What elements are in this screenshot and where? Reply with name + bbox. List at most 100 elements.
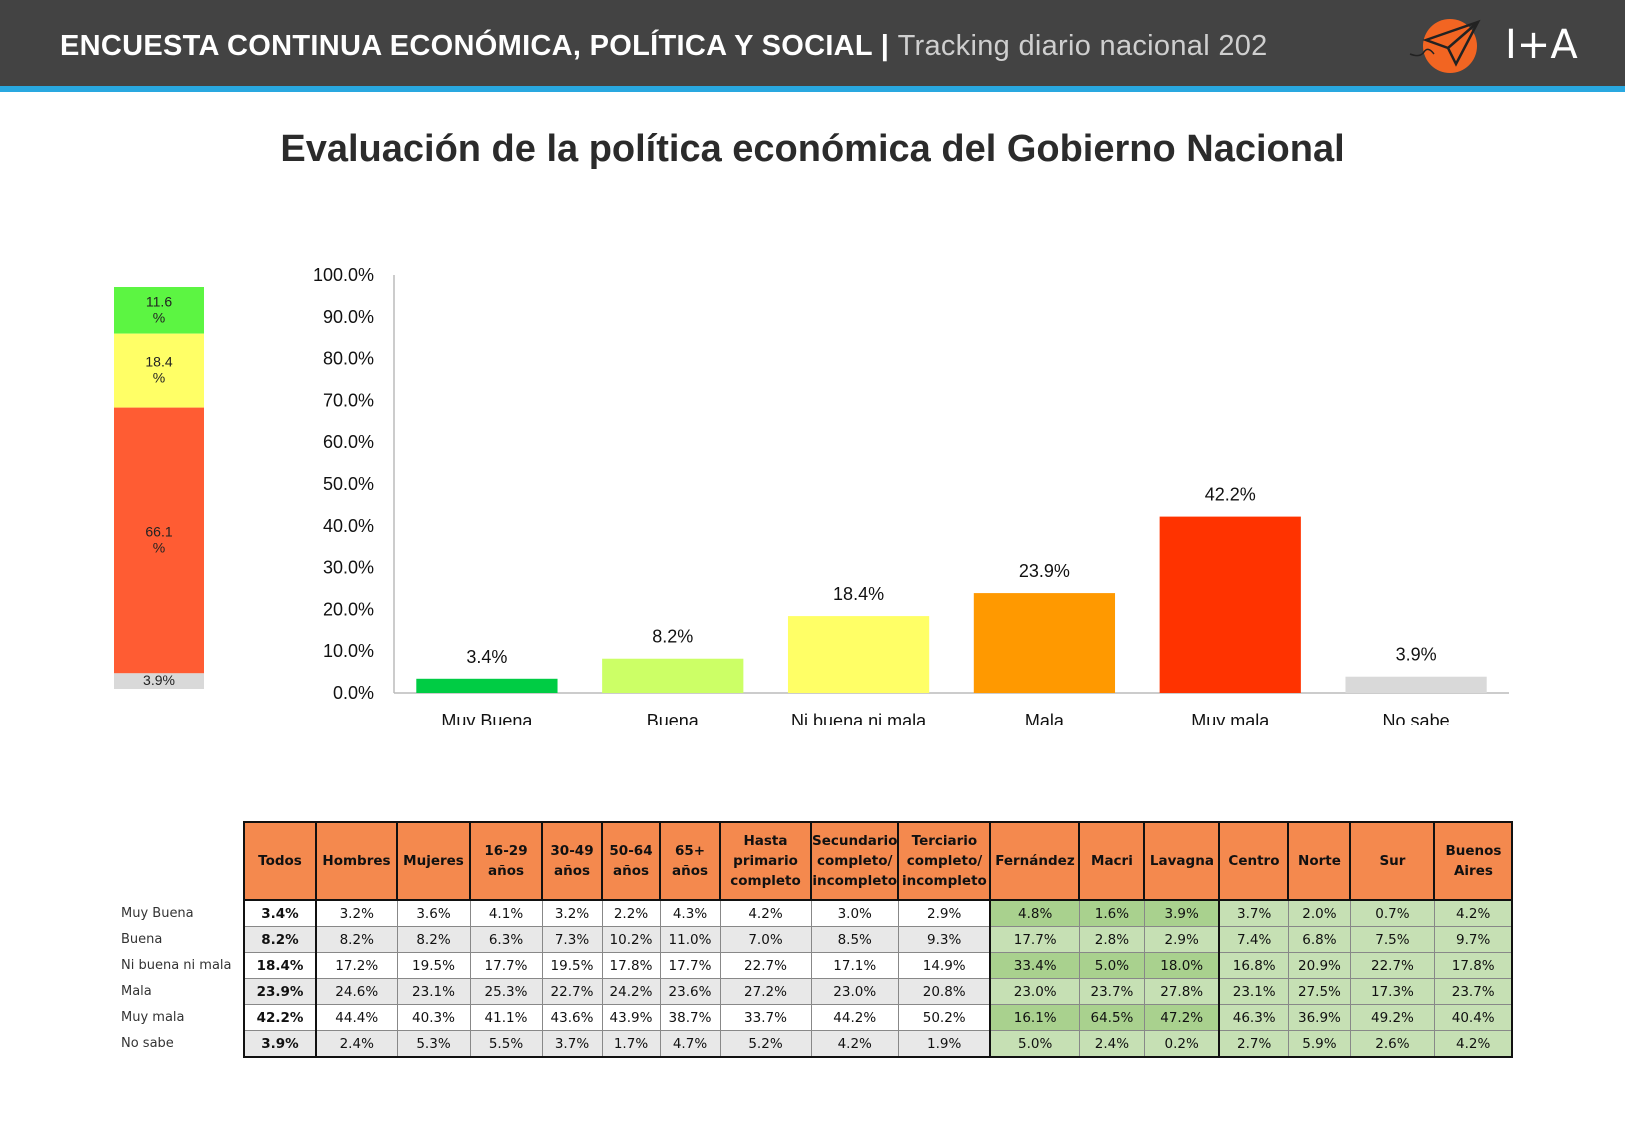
column-header: Secundario completo/incompleto xyxy=(809,821,900,901)
table-cell: 3.0% xyxy=(810,899,899,927)
bar xyxy=(416,678,558,693)
table-row: No sabe 3.9% 2.4% 5.3% 5.5% 3.7% 1.7% 4.7% 5.2% 4… xyxy=(115,1030,1514,1058)
table-cell: 7.0% xyxy=(719,926,812,953)
table-cell: 2.7% xyxy=(1218,1030,1289,1058)
column-header: 65+ años xyxy=(659,821,721,901)
table-cell: 36.9% xyxy=(1287,1004,1351,1031)
table-cell: 1.7% xyxy=(601,1030,661,1058)
bar-value-label: 42.2% xyxy=(1205,485,1256,505)
table-cell: 46.3% xyxy=(1218,1004,1289,1031)
y-tick-label: 20.0% xyxy=(323,599,374,619)
x-category-label: Muy Buena xyxy=(441,711,533,725)
table-cell: 27.5% xyxy=(1287,978,1351,1005)
bar xyxy=(602,658,744,693)
column-header: Mujeres xyxy=(396,821,471,901)
table-cell: 19.5% xyxy=(396,952,471,979)
report-title-bold: ENCUESTA CONTINUA ECONÓMICA, POLÍTICA Y … xyxy=(60,30,890,62)
table-row: Mala 23.9% 24.6% 23.1% 25.3% 22.7% 24.2% 23.6% 2… xyxy=(115,978,1514,1005)
table-cell: 7.3% xyxy=(541,926,603,953)
table-row: Muy Buena 3.4% 3.2% 3.6% 4.1% 3.2% 2.2% 4.3% 4.2… xyxy=(115,899,1514,927)
stack-segment-label: 66.1% xyxy=(145,523,172,555)
bar-value-label: 8.2% xyxy=(652,627,693,647)
y-tick-label: 70.0% xyxy=(323,390,374,410)
y-tick-label: 40.0% xyxy=(323,516,374,536)
table-cell: 33.4% xyxy=(989,952,1080,979)
column-header: Buenos Aires xyxy=(1433,821,1514,901)
page-title: Evaluación de la política económica del … xyxy=(280,128,1345,170)
bar-value-label: 3.4% xyxy=(466,647,507,667)
column-header: Sur xyxy=(1349,821,1436,901)
table-cell: 5.3% xyxy=(396,1030,471,1058)
table-cell: 9.7% xyxy=(1433,926,1514,953)
x-category-label: Muy mala xyxy=(1191,711,1270,725)
table-cell: 23.0% xyxy=(810,978,899,1005)
stack-segment xyxy=(114,287,204,334)
table-cell: 18.0% xyxy=(1143,952,1221,979)
table-cell: 7.5% xyxy=(1349,926,1435,953)
table-cell: 4.1% xyxy=(469,899,543,927)
table-cell: 27.2% xyxy=(719,978,812,1005)
x-category-label: Mala xyxy=(1025,711,1065,725)
table-cell: 44.2% xyxy=(810,1004,899,1031)
table-cell: 2.4% xyxy=(1078,1030,1145,1058)
table-cell: 43.6% xyxy=(541,1004,603,1031)
report-title-subtitle: Tracking diario nacional 202 xyxy=(897,30,1268,62)
table-cell: 38.7% xyxy=(659,1004,721,1031)
stack-segment xyxy=(114,407,204,674)
table-cell: 18.4% xyxy=(243,952,317,979)
column-header: Lavagna xyxy=(1143,821,1221,901)
table-cell: 17.8% xyxy=(601,952,661,979)
table-cell: 0.7% xyxy=(1349,899,1435,927)
table-cell: 4.2% xyxy=(810,1030,899,1058)
table-cell: 17.7% xyxy=(469,952,543,979)
table-cell: 42.2% xyxy=(243,1004,317,1031)
header-bar xyxy=(0,0,1625,86)
table-cell: 22.7% xyxy=(1349,952,1435,979)
y-tick-label: 60.0% xyxy=(323,432,374,452)
bar xyxy=(1345,676,1487,693)
table-cell: 44.4% xyxy=(315,1004,398,1031)
table-cell: 3.6% xyxy=(396,899,471,927)
table-cell: 23.7% xyxy=(1433,978,1514,1005)
table-cell: 25.3% xyxy=(469,978,543,1005)
table-cell: 4.2% xyxy=(719,899,812,927)
table-cell: 2.0% xyxy=(1287,899,1351,927)
table-cell: 33.7% xyxy=(719,1004,812,1031)
x-category-label: Ni buena ni mala xyxy=(791,711,927,725)
table-cell: 24.2% xyxy=(601,978,661,1005)
table-cell: 19.5% xyxy=(541,952,603,979)
table-cell: 3.9% xyxy=(1143,899,1221,927)
column-header: Norte xyxy=(1287,821,1352,901)
table-cell: 24.6% xyxy=(315,978,398,1005)
table-cell: 5.0% xyxy=(1078,952,1145,979)
stack-segment-label: 18.4% xyxy=(145,354,172,386)
table-cell: 49.2% xyxy=(1349,1004,1435,1031)
y-tick-label: 90.0% xyxy=(323,307,374,327)
bar xyxy=(973,593,1116,693)
y-tick-label: 10.0% xyxy=(323,641,374,661)
table-cell: 2.9% xyxy=(1143,926,1221,953)
table-cell: 16.8% xyxy=(1218,952,1289,979)
table-cell: 23.6% xyxy=(659,978,721,1005)
table-cell: 10.2% xyxy=(601,926,661,953)
table-cell: 20.8% xyxy=(897,978,992,1005)
stack-segment xyxy=(114,673,204,689)
row-label: Mala xyxy=(115,978,244,1005)
table-cell: 3.7% xyxy=(1218,899,1289,927)
x-category-label: Buena xyxy=(647,711,700,725)
table-cell: 40.3% xyxy=(396,1004,471,1031)
table-cell: 64.5% xyxy=(1078,1004,1145,1031)
row-label: Muy Buena xyxy=(115,900,244,927)
stack-segment-label: 3.9% xyxy=(143,672,175,688)
column-header: Fernández xyxy=(989,821,1081,901)
table-cell: 5.5% xyxy=(469,1030,543,1058)
table-cell: 50.2% xyxy=(897,1004,992,1031)
table-cell: 22.7% xyxy=(719,952,812,979)
x-category-label: No sabe xyxy=(1383,711,1450,725)
table-cell: 2.6% xyxy=(1349,1030,1435,1058)
table-cell: 8.5% xyxy=(810,926,899,953)
table-cell: 23.1% xyxy=(1218,978,1289,1005)
column-header: Terciario completo/incompleto xyxy=(897,821,992,901)
table-cell: 2.8% xyxy=(1078,926,1145,953)
column-header: Todos xyxy=(243,821,317,901)
